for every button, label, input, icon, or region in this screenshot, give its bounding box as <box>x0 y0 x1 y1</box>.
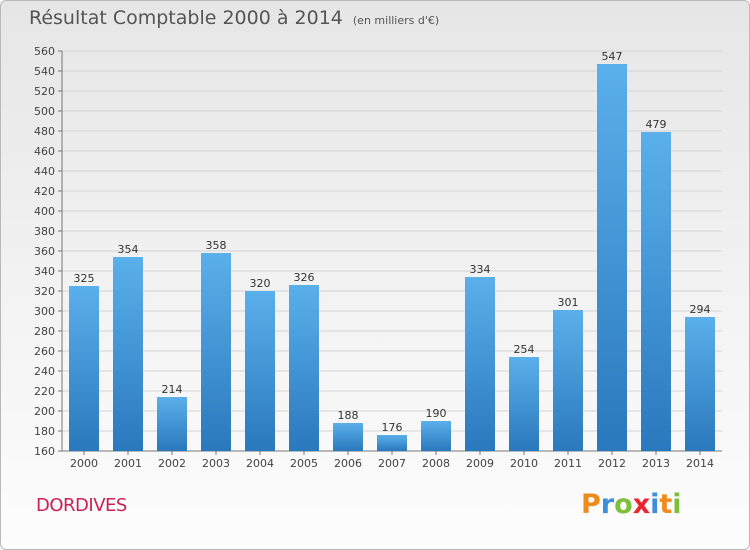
x-tick-label-2001: 2001 <box>114 457 142 470</box>
y-tick-label: 320 <box>34 285 55 298</box>
y-tick-label: 180 <box>34 425 55 438</box>
y-tick-label: 460 <box>34 145 55 158</box>
y-tick-labels: 160 180 200 220 240 260 280 300 320 340 360 380 400 4… <box>34 45 55 458</box>
x-tick-label-2007: 2007 <box>378 457 406 470</box>
bar-2014 <box>685 317 715 451</box>
y-tick-label: 540 <box>34 65 55 78</box>
y-tick-label: 260 <box>34 345 55 358</box>
y-tick-label: 420 <box>34 185 55 198</box>
logo-letter: o <box>614 489 633 520</box>
bar-2003 <box>201 253 231 451</box>
data-label-2009: 334 <box>470 263 491 276</box>
x-tick-label-2004: 2004 <box>246 457 274 470</box>
y-tick-label: 440 <box>34 165 55 178</box>
data-label-2014: 294 <box>690 303 711 316</box>
y-tick-label: 520 <box>34 85 55 98</box>
bar-2007 <box>377 435 407 451</box>
bar-2012 <box>597 64 627 451</box>
bar-2011 <box>553 310 583 451</box>
commune-name: DORDIVES <box>36 495 127 516</box>
data-label-2003: 358 <box>206 239 227 252</box>
x-tick-label-2009: 2009 <box>466 457 494 470</box>
data-label-2006: 188 <box>338 409 359 422</box>
bar-2002 <box>157 397 187 451</box>
data-label-2002: 214 <box>162 383 183 396</box>
bar-2006 <box>333 423 363 451</box>
x-tick-label-2012: 2012 <box>598 457 626 470</box>
logo-letter: i <box>672 489 682 520</box>
chart-title: Résultat Comptable 2000 à 2014 <box>29 7 343 29</box>
y-tick-label: 300 <box>34 305 55 318</box>
x-tick-label-2014: 2014 <box>686 457 714 470</box>
y-tick-label: 200 <box>34 405 55 418</box>
y-tick-label: 360 <box>34 245 55 258</box>
bar-2005 <box>289 285 319 451</box>
data-label-2010: 254 <box>514 343 535 356</box>
logo-letter: r <box>600 489 615 520</box>
y-tick-label: 560 <box>34 45 55 58</box>
logo-letter: t <box>659 489 673 520</box>
logo-letter: i <box>650 489 660 520</box>
data-label-2012: 547 <box>602 50 623 63</box>
x-tick-label-2011: 2011 <box>554 457 582 470</box>
logo-letter: x <box>632 489 651 520</box>
x-tick-label-2002: 2002 <box>158 457 186 470</box>
proxiti-logo: Proxiti <box>581 489 682 520</box>
data-label-2005: 326 <box>294 271 315 284</box>
y-tick-label: 340 <box>34 265 55 278</box>
bar-2013 <box>641 132 671 451</box>
x-tick-label-2010: 2010 <box>510 457 538 470</box>
bar-2000 <box>69 286 99 451</box>
y-tick-label: 500 <box>34 105 55 118</box>
bar-2009 <box>465 277 495 451</box>
x-tick-label-2006: 2006 <box>334 457 362 470</box>
y-tick-label: 380 <box>34 225 55 238</box>
y-tick-label: 280 <box>34 325 55 338</box>
bar-2001 <box>113 257 143 451</box>
bars <box>69 64 715 451</box>
chart-title-row: Résultat Comptable 2000 à 2014 (en millie… <box>29 7 439 29</box>
data-label-2004: 320 <box>250 277 271 290</box>
bar-2004 <box>245 291 275 451</box>
x-tick-label-2013: 2013 <box>642 457 670 470</box>
data-label-2011: 301 <box>558 296 579 309</box>
data-label-2000: 325 <box>74 272 95 285</box>
data-label-2008: 190 <box>426 407 447 420</box>
data-label-2007: 176 <box>382 421 403 434</box>
y-tick-label: 240 <box>34 365 55 378</box>
chart-subtitle: (en milliers d'€) <box>352 14 440 27</box>
x-tick-label-2003: 2003 <box>202 457 230 470</box>
y-tick-label: 220 <box>34 385 55 398</box>
bar-2010 <box>509 357 539 451</box>
y-tick-label: 160 <box>34 445 55 458</box>
x-tick-labels: 2000 2001 2002 2003 2004 2005 2006 2007 2008 2009… <box>70 451 714 470</box>
logo-letter: P <box>581 489 601 520</box>
y-tick-label: 480 <box>34 125 55 138</box>
data-labels: 325 354 214 358 320 326 188 176 190 334 254 301 547 4… <box>74 50 711 434</box>
data-label-2013: 479 <box>646 118 667 131</box>
y-tick-label: 400 <box>34 205 55 218</box>
bar-2008 <box>421 421 451 451</box>
x-tick-label-2008: 2008 <box>422 457 450 470</box>
x-tick-label-2000: 2000 <box>70 457 98 470</box>
data-label-2001: 354 <box>118 243 139 256</box>
x-tick-label-2005: 2005 <box>290 457 318 470</box>
